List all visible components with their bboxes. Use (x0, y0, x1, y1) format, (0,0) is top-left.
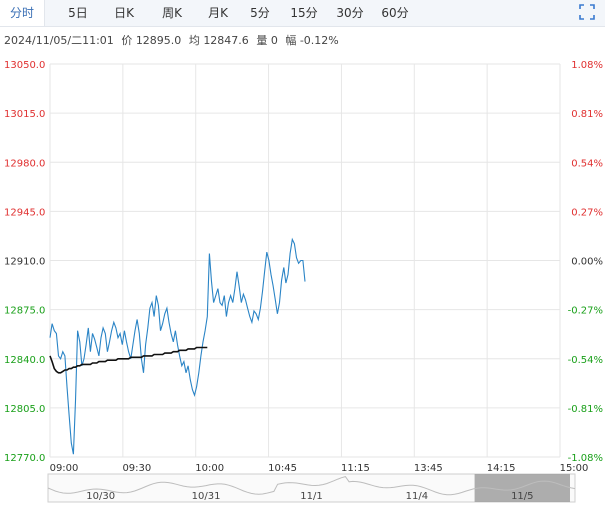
y-pct-label: 0.54% (571, 158, 603, 169)
quote-datetime: 2024/11/05/二11:01 (4, 34, 114, 47)
volume-label: 量 (256, 34, 268, 47)
y-tick-label: 13050.0 (4, 60, 45, 71)
price-value: 12895.0 (135, 34, 182, 47)
date-navigator[interactable]: 10/30 10/31 11/1 11/4 11/5 (0, 470, 605, 510)
y-pct-label: 1.08% (571, 60, 603, 71)
y-tick-label: 12805.0 (4, 404, 45, 415)
y-pct-label: -0.81% (568, 404, 603, 415)
tab-monthly-k[interactable]: 月K (208, 6, 228, 20)
price-label: 价 (121, 34, 133, 47)
y-tick-label: 12910.0 (4, 257, 45, 268)
fullscreen-icon[interactable] (579, 4, 595, 20)
quote-info-bar: 2024/11/05/二11:01 价 12895.0 均 12847.6 量 … (4, 32, 339, 48)
navigator-date-label: 11/5 (511, 491, 533, 502)
tab-15min[interactable]: 15分 (290, 6, 318, 20)
y-pct-label: -0.54% (568, 355, 603, 366)
avg-value: 12847.6 (203, 34, 249, 47)
y-tick-label: 12945.0 (4, 207, 45, 218)
y-tick-label: 12840.0 (4, 355, 45, 366)
navigator-date-label: 10/30 (86, 491, 115, 502)
tab-5day[interactable]: 5日 (68, 6, 88, 20)
period-tab-bar: 分时 5日 日K 周K 月K 5分 15分 30分 60分 (0, 0, 605, 27)
navigator-date-label: 11/1 (300, 491, 322, 502)
tab-intraday[interactable]: 分时 (0, 0, 45, 26)
y-pct-label: 0.81% (571, 109, 603, 120)
tab-weekly-k[interactable]: 周K (162, 6, 182, 20)
y-pct-label: -0.27% (568, 306, 603, 317)
navigator-date-label: 10/31 (192, 491, 221, 502)
tab-30min[interactable]: 30分 (336, 6, 364, 20)
tab-daily-k[interactable]: 日K (114, 6, 134, 20)
y-pct-label: 0.27% (571, 207, 603, 218)
tab-5min[interactable]: 5分 (250, 6, 270, 20)
y-pct-label: 0.00% (571, 257, 603, 268)
navigator-date-label: 11/4 (406, 491, 428, 502)
y-tick-label: 12770.0 (4, 453, 45, 464)
y-tick-label: 12980.0 (4, 158, 45, 169)
tab-60min[interactable]: 60分 (381, 6, 409, 20)
y-tick-label: 13015.0 (4, 109, 45, 120)
volume-value: 0 (270, 34, 278, 47)
change-label: 幅 (285, 34, 297, 47)
y-tick-label: 12875.0 (4, 306, 45, 317)
navigator-overview-line (47, 476, 576, 496)
change-value: -0.12% (299, 34, 339, 47)
y-pct-label: -1.08% (568, 453, 603, 464)
average-series-line (49, 346, 208, 374)
avg-label: 均 (188, 34, 200, 47)
price-series-line (49, 237, 306, 455)
